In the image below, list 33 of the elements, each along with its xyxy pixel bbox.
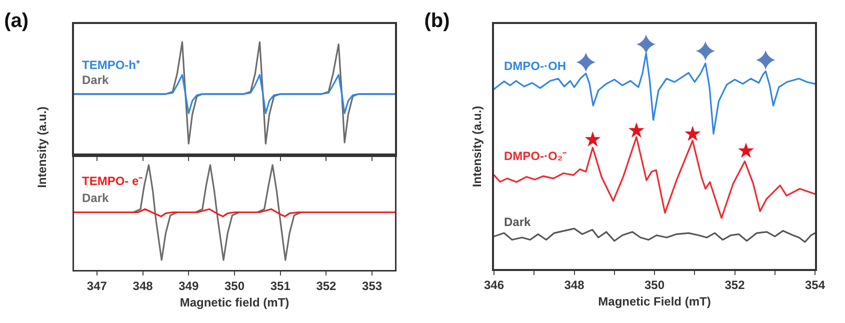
x-tick-label: 348	[564, 278, 585, 292]
series-label: TEMPO- e⁻	[82, 174, 143, 188]
x-axis-title: Magnetic Field (mT)	[598, 294, 711, 309]
x-tick-label: 351	[270, 278, 291, 293]
series-label: Dark	[504, 215, 532, 229]
point	[738, 142, 754, 158]
series-label: DMPO-·O₂⁻	[504, 149, 567, 163]
chart-title: (a)	[4, 10, 29, 32]
chart-title: (b)	[424, 10, 450, 32]
point	[756, 50, 776, 70]
series-label: Dark	[82, 191, 110, 205]
point	[636, 34, 656, 54]
point	[584, 131, 601, 147]
point	[696, 41, 716, 61]
x-tick-label: 346	[484, 278, 504, 292]
series-label: DMPO-·OH	[504, 59, 566, 73]
x-tick-label: 350	[644, 278, 665, 292]
series-label: Dark	[82, 73, 110, 87]
x-tick-label: 352	[316, 278, 337, 293]
x-tick-label: 353	[362, 278, 382, 293]
series-label: TEMPO-h⁺	[82, 58, 140, 72]
x-tick-label: 352	[724, 278, 746, 292]
x-tick-label: 347	[86, 278, 108, 293]
x-tick-label: 348	[132, 278, 154, 293]
point	[576, 52, 596, 72]
x-axis-title: Magnetic field (mT)	[180, 296, 290, 310]
y-axis-title: Intensity (a.u.)	[34, 106, 49, 188]
point	[684, 126, 701, 141]
x-tick-label: 349	[178, 278, 199, 293]
point	[628, 122, 644, 138]
x-tick-label: 354	[804, 278, 826, 292]
y-axis-title: Intensity (a.u.)	[470, 106, 484, 188]
x-tick-label: 350	[224, 278, 245, 293]
